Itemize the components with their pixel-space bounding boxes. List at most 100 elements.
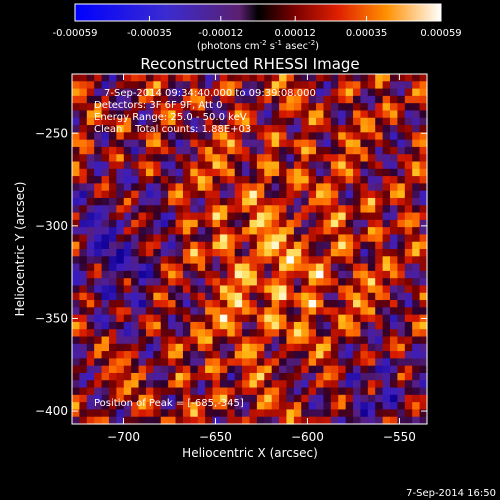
heatmap-cell bbox=[382, 190, 391, 199]
heatmap-cell bbox=[72, 416, 80, 425]
heatmap-cell bbox=[375, 402, 384, 411]
heatmap-cell bbox=[412, 168, 421, 177]
heatmap-cell bbox=[94, 74, 103, 82]
heatmap-cell bbox=[293, 161, 302, 170]
heatmap-cell bbox=[249, 292, 258, 301]
heatmap-cell bbox=[131, 416, 140, 425]
heatmap-cell bbox=[271, 176, 280, 184]
heatmap-cell bbox=[367, 300, 376, 308]
heatmap-cell bbox=[86, 95, 95, 104]
x-axis-ticks: −700 −650 −600 −550 bbox=[107, 74, 416, 444]
heatmap-cell bbox=[338, 168, 347, 177]
heatmap-cell bbox=[219, 227, 228, 236]
heatmap-cell bbox=[412, 270, 421, 279]
heatmap-cell bbox=[101, 234, 110, 243]
heatmap-cell bbox=[160, 95, 169, 104]
heatmap-cell bbox=[227, 132, 236, 141]
heatmap-cell bbox=[249, 329, 258, 338]
heatmap-cell bbox=[286, 372, 295, 381]
heatmap-cell bbox=[353, 285, 362, 294]
heatmap-cell bbox=[360, 321, 369, 330]
heatmap-cell bbox=[316, 416, 325, 425]
heatmap-cell bbox=[360, 95, 369, 104]
heatmap-cell bbox=[94, 372, 103, 381]
heatmap-cell bbox=[412, 285, 421, 294]
heatmap-cell bbox=[271, 125, 280, 133]
heatmap-cell bbox=[404, 307, 413, 316]
heatmap-cell bbox=[101, 292, 110, 301]
heatmap-cell bbox=[72, 212, 80, 221]
heatmap-cell bbox=[175, 409, 184, 418]
heatmap-cell bbox=[101, 212, 110, 221]
heatmap-cell bbox=[182, 161, 191, 170]
heatmap-cell bbox=[212, 110, 221, 119]
heatmap-cell bbox=[286, 205, 295, 214]
heatmap-cell bbox=[72, 300, 80, 308]
heatmap-cell bbox=[397, 183, 406, 192]
heatmap-cell bbox=[212, 285, 221, 294]
heatmap-cell bbox=[323, 161, 332, 170]
heatmap-cell bbox=[197, 387, 206, 396]
heatmap-cell bbox=[197, 292, 206, 301]
heatmap-cell bbox=[249, 249, 258, 257]
heatmap-cell bbox=[301, 132, 310, 141]
heatmap-cell bbox=[234, 227, 243, 236]
heatmap-cell bbox=[404, 416, 413, 425]
heatmap-cell bbox=[205, 190, 214, 199]
heatmap-cell bbox=[390, 161, 399, 170]
heatmap-cell bbox=[271, 168, 280, 177]
heatmap-cell bbox=[404, 125, 413, 133]
heatmap-cell bbox=[234, 183, 243, 192]
heatmap-cell bbox=[412, 197, 421, 206]
heatmap-cell bbox=[419, 256, 428, 265]
heatmap-cell bbox=[293, 241, 302, 250]
heatmap-cell bbox=[94, 103, 103, 112]
heatmap-cell bbox=[160, 161, 169, 170]
heatmap-cell bbox=[234, 358, 243, 367]
heatmap-cell bbox=[197, 343, 206, 352]
heatmap-cell bbox=[412, 125, 421, 133]
heatmap-cell bbox=[197, 234, 206, 243]
heatmap-cell bbox=[301, 183, 310, 192]
heatmap-cell bbox=[256, 176, 265, 184]
heatmap-cell bbox=[249, 372, 258, 381]
heatmap-cell bbox=[242, 74, 251, 82]
heatmap-cell bbox=[145, 329, 154, 338]
heatmap-cell bbox=[345, 292, 354, 301]
heatmap-cell bbox=[168, 197, 177, 206]
heatmap-cell bbox=[293, 190, 302, 199]
heatmap-cell bbox=[197, 394, 206, 403]
heatmap-cell bbox=[382, 219, 391, 228]
heatmap-cell bbox=[293, 132, 302, 141]
heatmap-cell bbox=[108, 285, 117, 294]
heatmap-cell bbox=[123, 161, 132, 170]
heatmap-cell bbox=[131, 205, 140, 214]
heatmap-cell bbox=[197, 81, 206, 90]
heatmap-cell bbox=[190, 125, 199, 133]
heatmap-cell bbox=[131, 256, 140, 265]
heatmap-cell bbox=[382, 314, 391, 323]
heatmap-cell bbox=[345, 110, 354, 119]
heatmap-cell bbox=[419, 88, 428, 97]
heatmap-cell bbox=[360, 146, 369, 155]
heatmap-cell bbox=[316, 139, 325, 148]
heatmap-cell bbox=[397, 416, 406, 425]
heatmap-cell bbox=[397, 351, 406, 359]
heatmap-cell bbox=[190, 416, 199, 425]
heatmap-cell bbox=[234, 234, 243, 243]
heatmap-cell bbox=[301, 168, 310, 177]
heatmap-cell bbox=[227, 227, 236, 236]
heatmap-cell bbox=[256, 394, 265, 403]
heatmap-cell bbox=[227, 387, 236, 396]
heatmap-cell bbox=[293, 329, 302, 338]
heatmap-cell bbox=[412, 110, 421, 119]
heatmap-cell bbox=[79, 270, 88, 279]
heatmap-cell bbox=[79, 278, 88, 287]
heatmap-cell bbox=[367, 212, 376, 221]
heatmap-cell bbox=[249, 234, 258, 243]
heatmap-cell bbox=[353, 88, 362, 97]
heatmap-cell bbox=[205, 307, 214, 316]
heatmap-cell bbox=[205, 81, 214, 90]
heatmap-cell bbox=[345, 132, 354, 141]
heatmap-cell bbox=[271, 351, 280, 359]
